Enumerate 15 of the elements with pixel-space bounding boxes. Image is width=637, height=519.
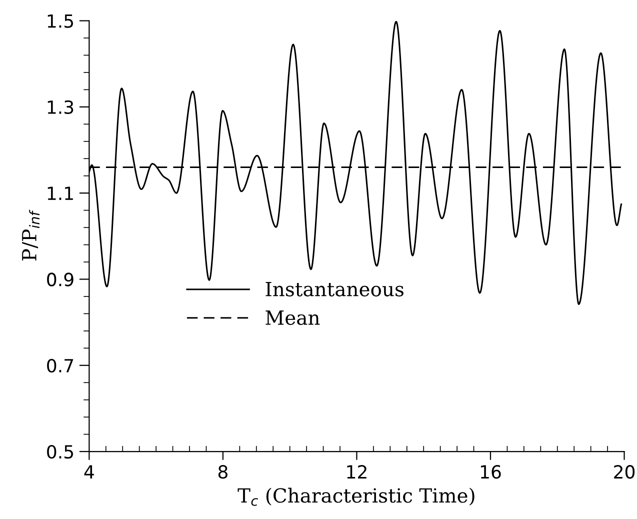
y-tick-label: 0.5 [47, 444, 74, 459]
legend-label: Mean [266, 310, 320, 325]
y-tick-label: 0.7 [47, 358, 74, 372]
y-tick-label: 0.9 [47, 272, 74, 286]
y-axis-title: P/P$_{inf}$ [22, 210, 40, 260]
y-tick-label: 1.1 [48, 186, 73, 200]
x-tick-label: 20 [614, 465, 635, 479]
x-tick-label: 12 [347, 465, 366, 478]
legend-label: Instantaneous [266, 282, 404, 296]
y-tick-label: 1.3 [48, 100, 74, 114]
x-axis-title: T$_{c}$ (Characteristic Time) [238, 488, 474, 506]
x-tick-label: 8 [218, 465, 228, 479]
y-tick-label: 1.5 [48, 14, 74, 28]
x-tick-label: 16 [480, 465, 501, 479]
x-tick-label: 4 [84, 465, 94, 478]
